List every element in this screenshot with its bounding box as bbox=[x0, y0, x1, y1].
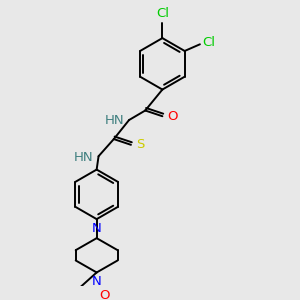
Text: Cl: Cl bbox=[202, 36, 215, 49]
Text: N: N bbox=[92, 222, 101, 235]
Text: HN: HN bbox=[74, 151, 94, 164]
Text: Cl: Cl bbox=[156, 7, 169, 20]
Text: O: O bbox=[167, 110, 178, 123]
Text: N: N bbox=[92, 275, 101, 288]
Text: O: O bbox=[100, 289, 110, 300]
Text: S: S bbox=[136, 138, 144, 151]
Text: HN: HN bbox=[105, 115, 124, 128]
